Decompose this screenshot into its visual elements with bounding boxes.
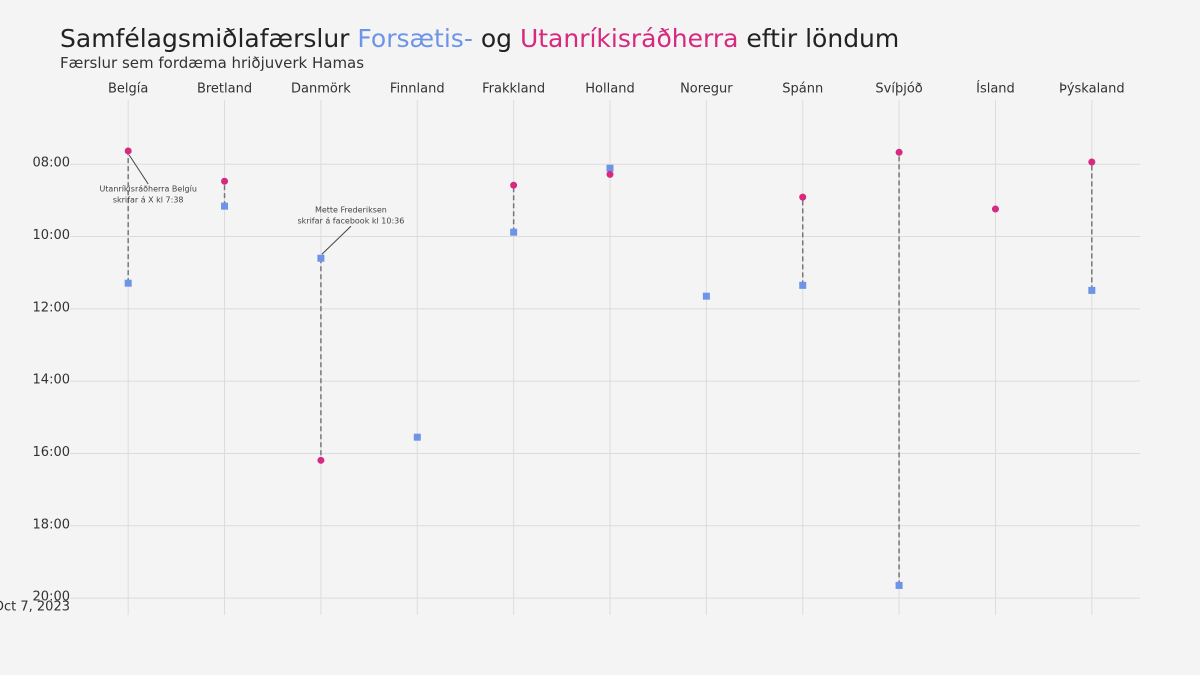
marker bbox=[317, 456, 325, 464]
annotation-text: Utanríkisráðherra Belgíu bbox=[99, 184, 196, 193]
x-tick-label: Þýskaland bbox=[1059, 82, 1125, 97]
chart-subtitle: Færslur sem fordæma hriðjuverk Hamas bbox=[60, 54, 365, 72]
annotation-text: skrifar á X kl 7:38 bbox=[113, 195, 184, 204]
date-label: Oct 7, 2023 bbox=[0, 600, 70, 615]
annotation-text: skrifar á facebook kl 10:36 bbox=[297, 217, 404, 226]
y-tick-label: 08:00 bbox=[33, 156, 70, 171]
marker bbox=[124, 279, 132, 287]
marker bbox=[510, 228, 518, 236]
marker bbox=[991, 205, 999, 213]
title-text: og bbox=[480, 24, 512, 53]
marker bbox=[702, 292, 710, 300]
title-series-name: Utanríkisráðherra bbox=[519, 24, 739, 53]
y-tick-label: 20:00 bbox=[33, 590, 70, 605]
marker bbox=[317, 254, 325, 262]
x-tick-label: Danmörk bbox=[291, 82, 351, 97]
x-tick-label: Frakkland bbox=[482, 82, 545, 97]
y-tick-label: 12:00 bbox=[33, 300, 70, 315]
marker bbox=[413, 433, 421, 441]
annotation-arrow bbox=[321, 225, 352, 255]
x-tick-label: Belgía bbox=[108, 82, 148, 97]
marker bbox=[606, 164, 614, 172]
marker bbox=[606, 170, 614, 178]
annotation-text: Mette Frederiksen bbox=[315, 206, 387, 215]
x-tick-label: Spánn bbox=[782, 82, 823, 97]
y-tick-label: 16:00 bbox=[33, 445, 70, 460]
title-text: Samfélagsmiðlafærslur bbox=[60, 24, 350, 53]
marker bbox=[895, 581, 903, 589]
marker bbox=[221, 177, 229, 185]
y-tick-label: 14:00 bbox=[33, 373, 70, 388]
x-tick-label: Holland bbox=[585, 82, 634, 97]
marker bbox=[799, 281, 807, 289]
x-tick-label: Svíþjóð bbox=[875, 82, 922, 97]
y-tick-label: 10:00 bbox=[33, 228, 70, 243]
x-tick-label: Bretland bbox=[197, 82, 252, 97]
x-tick-label: Finnland bbox=[390, 82, 445, 97]
x-tick-label: Noregur bbox=[680, 82, 733, 97]
annotation-arrow bbox=[128, 154, 149, 185]
marker bbox=[895, 148, 903, 156]
marker bbox=[221, 202, 229, 210]
marker bbox=[1088, 158, 1096, 166]
title-text: eftir löndum bbox=[746, 24, 900, 53]
chart-title: Samfélagsmiðlafærslur Forsætis- og Utanr… bbox=[60, 24, 899, 53]
marker bbox=[799, 193, 807, 201]
marker bbox=[124, 147, 132, 155]
marker bbox=[510, 181, 518, 189]
y-tick-label: 18:00 bbox=[33, 517, 70, 532]
x-tick-label: Ísland bbox=[976, 81, 1015, 97]
marker bbox=[1088, 286, 1096, 294]
title-series-name: Forsætis- bbox=[357, 24, 473, 53]
